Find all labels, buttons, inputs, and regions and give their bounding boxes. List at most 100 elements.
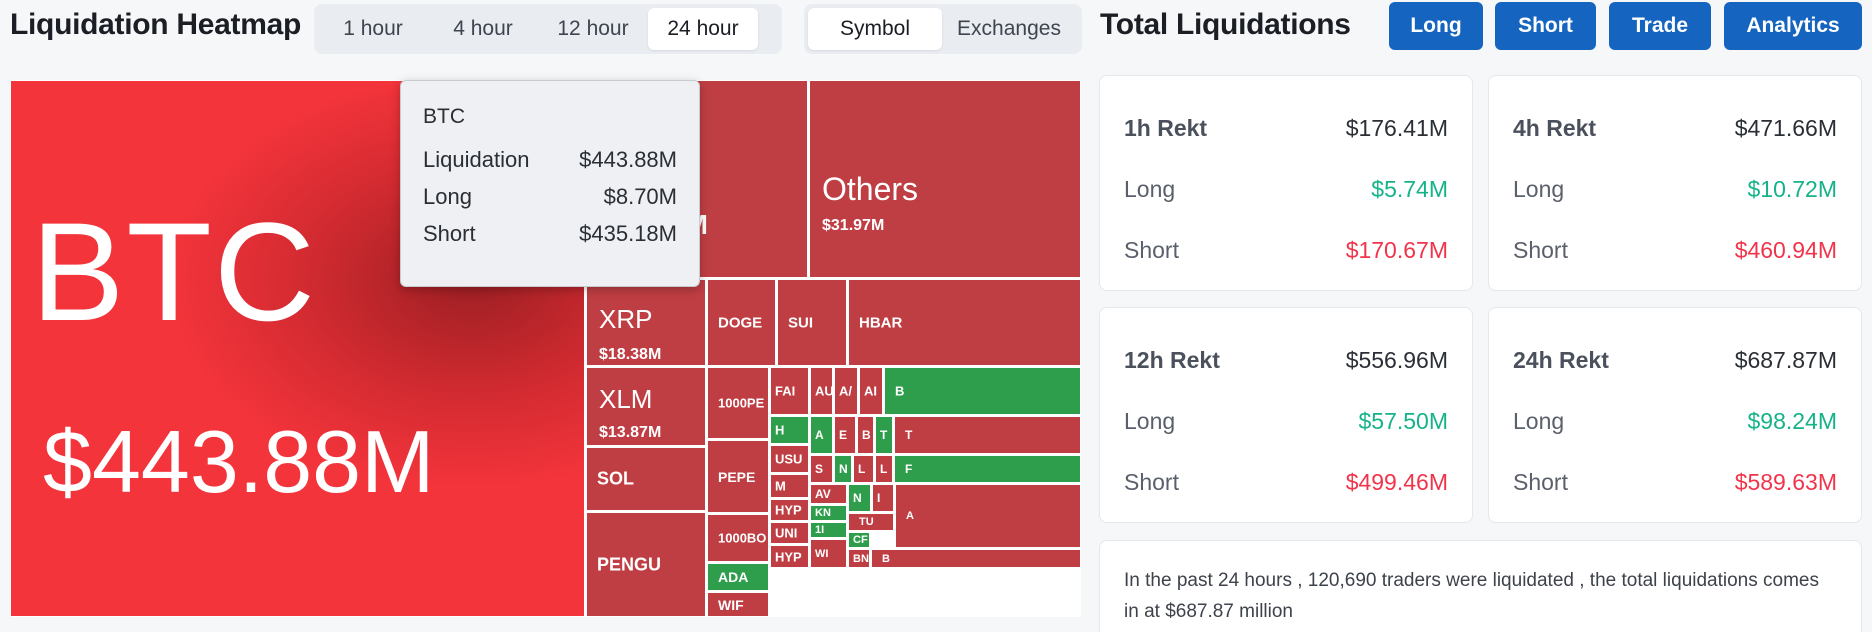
treemap-tile-a[interactable]: A — [895, 484, 1081, 548]
short-button[interactable]: Short — [1495, 2, 1596, 50]
card-period: 1h Rekt — [1124, 115, 1208, 141]
treemap-tile-wi[interactable]: WI — [810, 539, 847, 568]
treemap-tile-cf[interactable]: CF — [848, 532, 870, 548]
treemap-tile-hyp[interactable]: HYP — [770, 499, 809, 521]
treemap-tile-ada[interactable]: ADA — [707, 563, 769, 591]
tile-symbol: KN — [815, 507, 831, 519]
treemap-tile-sui[interactable]: SUI — [777, 279, 847, 366]
tooltip-row-liquidation: Liquidation $443.88M — [423, 147, 677, 184]
card-long-row: Long $98.24M — [1513, 391, 1837, 452]
long-value: $57.50M — [1358, 408, 1448, 434]
tooltip-label: Long — [423, 184, 472, 209]
tile-symbol: L — [880, 462, 888, 476]
tile-symbol: A — [906, 510, 914, 522]
tab-symbol[interactable]: Symbol — [808, 8, 942, 50]
card-short-row: Short $499.46M — [1124, 452, 1448, 513]
tooltip-value: $435.18M — [579, 221, 677, 246]
card-long-row: Long $10.72M — [1513, 159, 1837, 220]
card-period: 24h Rekt — [1513, 347, 1609, 373]
tile-amount: $13.87M — [599, 424, 662, 441]
treemap-tile-hbar[interactable]: HBAR — [848, 279, 1081, 366]
tile-symbol: DOGE — [718, 314, 763, 331]
card-total: $176.41M — [1345, 115, 1448, 141]
card-short-row: Short $460.94M — [1513, 220, 1837, 281]
long-label: Long — [1513, 176, 1565, 202]
tile-symbol: USU — [775, 451, 803, 467]
treemap-tile-1i[interactable]: 1I — [810, 522, 847, 538]
treemap-tile-kn[interactable]: KN — [810, 505, 847, 521]
treemap-tile-wif[interactable]: WIF — [707, 592, 769, 617]
heatmap-title: Liquidation Heatmap — [10, 8, 301, 41]
treemap-tile-i[interactable]: I — [872, 484, 894, 512]
tile-symbol: 1000BO — [718, 530, 767, 546]
treemap-tile-xlm[interactable]: XLM $13.87M — [586, 367, 706, 446]
long-label: Long — [1513, 408, 1565, 434]
treemap-tile-tu[interactable]: TU — [848, 513, 894, 531]
tile-symbol: HYP — [775, 549, 802, 564]
tab-4-hour[interactable]: 4 hour — [453, 17, 513, 40]
short-label: Short — [1124, 237, 1179, 263]
treemap-tile-h[interactable]: H — [770, 416, 809, 444]
treemap-tile-bn[interactable]: BN — [848, 549, 870, 568]
card-short-row: Short $589.63M — [1513, 452, 1837, 513]
treemap-tile-pengu[interactable]: PENGU — [586, 512, 706, 617]
tile-symbol: B — [862, 428, 871, 442]
tile-symbol: SOL — [597, 468, 635, 489]
treemap-tile-doge[interactable]: DOGE — [707, 279, 776, 366]
treemap-tile-e[interactable]: E — [834, 416, 856, 454]
treemap-tile-m[interactable]: M — [770, 474, 809, 498]
tile-symbol: M — [775, 478, 786, 494]
treemap-tile-f[interactable]: F — [894, 455, 1081, 483]
analytics-button[interactable]: Analytics — [1724, 2, 1862, 50]
treemap-tile-hyp[interactable]: HYP — [770, 545, 809, 568]
trade-button[interactable]: Trade — [1609, 2, 1711, 50]
treemap-tile-b[interactable]: B — [857, 416, 874, 454]
tile-symbol: XRP — [599, 304, 653, 334]
grouping-selector: Symbol Exchanges — [804, 4, 1082, 54]
treemap-tile-a[interactable]: A/ — [834, 367, 858, 415]
treemap-tile-n[interactable]: N — [848, 484, 871, 512]
short-value: $589.63M — [1734, 469, 1837, 495]
tab-24-hour[interactable]: 24 hour — [648, 8, 758, 50]
tile-symbol: B — [895, 383, 905, 399]
rekt-card-1h: 1h Rekt $176.41M Long $5.74M Short $170.… — [1099, 75, 1473, 291]
tile-symbol: PEPE — [718, 468, 756, 485]
treemap-tile-others[interactable]: Others $31.97M — [809, 80, 1081, 278]
treemap-tile-t[interactable]: T — [875, 416, 893, 454]
treemap-tile-av[interactable]: AV — [810, 484, 847, 504]
treemap-tile-sol[interactable]: SOL — [586, 447, 706, 511]
treemap-tile-ai[interactable]: AI — [859, 367, 883, 415]
tile-symbol: HYP — [775, 502, 802, 518]
treemap-tile-n[interactable]: N — [834, 455, 852, 483]
treemap-tile-a[interactable]: A — [810, 416, 833, 454]
treemap-tile-au[interactable]: AU — [810, 367, 833, 415]
tile-symbol: SUI — [788, 314, 814, 331]
treemap-tile-1000pe[interactable]: 1000PE — [707, 367, 769, 439]
treemap-tile-xrp[interactable]: XRP $18.38M — [586, 279, 706, 366]
long-label: Long — [1124, 176, 1176, 202]
tile-symbol: UNI — [775, 525, 798, 541]
treemap-tile-usu[interactable]: USU — [770, 445, 809, 473]
tab-exchanges[interactable]: Exchanges — [957, 17, 1061, 40]
treemap-tile-s[interactable]: S — [810, 455, 833, 483]
treemap-tile-pepe[interactable]: PEPE — [707, 440, 769, 513]
treemap-tile-l[interactable]: L — [853, 455, 874, 483]
tooltip-value: $443.88M — [579, 147, 677, 172]
long-label: Long — [1124, 408, 1176, 434]
tab-12-hour[interactable]: 12 hour — [557, 17, 629, 40]
tile-symbol: WI — [815, 547, 829, 560]
tile-symbol: F — [905, 462, 913, 476]
treemap-tile-uni[interactable]: UNI — [770, 522, 809, 544]
treemap-tile-fai[interactable]: FAI — [770, 367, 809, 415]
treemap-tile-b[interactable]: B — [884, 367, 1081, 415]
tab-1-hour[interactable]: 1 hour — [343, 17, 403, 40]
tile-symbol: TU — [859, 516, 874, 528]
treemap-tile-b[interactable]: B — [871, 549, 1081, 568]
tile-symbol: ADA — [718, 569, 749, 585]
treemap-tile-l[interactable]: L — [875, 455, 893, 483]
card-header: 12h Rekt $556.96M — [1124, 330, 1448, 391]
long-button[interactable]: Long — [1389, 2, 1483, 50]
treemap-tile-1000bo[interactable]: 1000BO — [707, 514, 769, 562]
tile-symbol: 1I — [815, 524, 825, 536]
treemap-tile-t[interactable]: T — [894, 416, 1081, 454]
